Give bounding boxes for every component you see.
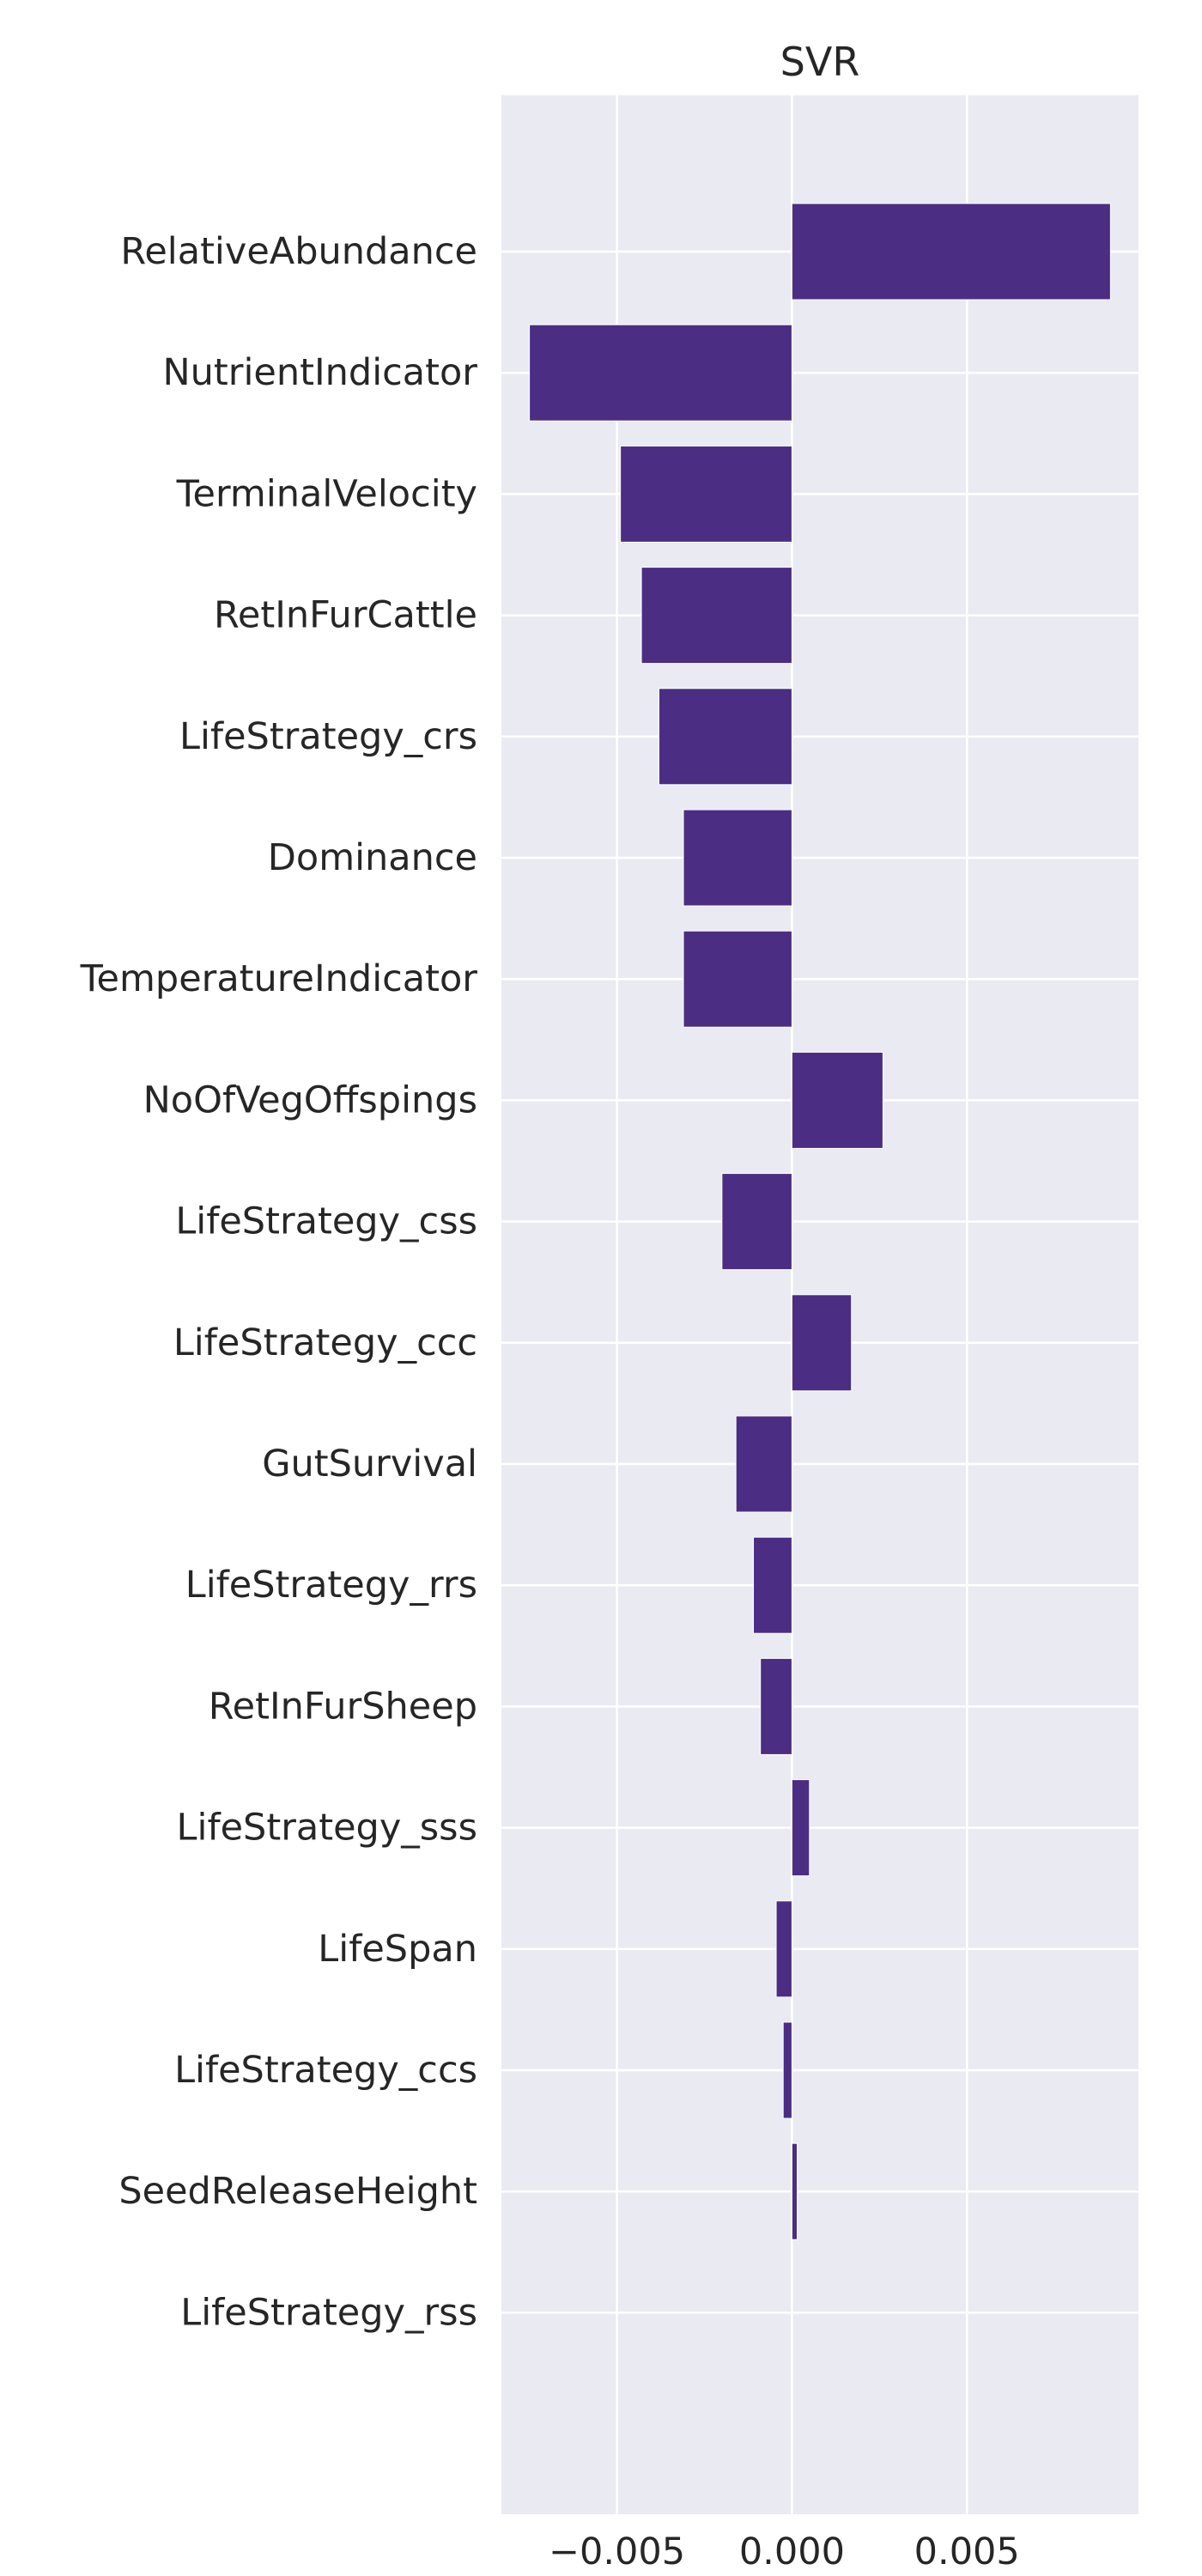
- bar: [658, 688, 792, 786]
- y-tick-label: RetInFurSheep: [209, 1685, 477, 1728]
- bar: [782, 2021, 792, 2119]
- bar: [753, 1536, 792, 1634]
- y-tick-label: NoOfVegOffspings: [143, 1078, 477, 1121]
- bar: [791, 1294, 853, 1392]
- y-tick-label: LifeStrategy_rrs: [185, 1564, 477, 1607]
- y-tick-label: LifeStrategy_rss: [180, 2291, 477, 2334]
- bar: [775, 1900, 792, 1998]
- y-tick-label: LifeStrategy_ccs: [174, 2049, 477, 2092]
- x-tick-label: 0.005: [914, 2530, 1020, 2573]
- y-tick-label: RelativeAbundance: [120, 230, 477, 273]
- bar: [735, 1415, 792, 1513]
- y-tick-label: Dominance: [268, 836, 477, 879]
- chart-title: SVR: [780, 39, 860, 85]
- bar: [529, 324, 792, 422]
- y-tick-label: LifeStrategy_css: [175, 1200, 477, 1243]
- bar: [640, 567, 792, 665]
- y-tick-label: LifeStrategy_ccc: [173, 1321, 477, 1364]
- bar: [791, 2142, 798, 2240]
- x-tick-label: 0.000: [739, 2530, 845, 2573]
- y-tick-label: TemperatureIndicator: [80, 957, 478, 1000]
- bar: [791, 1051, 883, 1149]
- y-tick-label: RetInFurCattle: [214, 594, 477, 637]
- y-tick-label: NutrientIndicator: [163, 351, 478, 394]
- y-tick-label: LifeStrategy_crs: [179, 715, 477, 758]
- bar: [791, 203, 1111, 301]
- y-tick-label: TerminalVelocity: [176, 472, 477, 515]
- bar: [791, 1779, 810, 1877]
- y-tick-label: GutSurvival: [262, 1443, 477, 1485]
- y-tick-label: SeedReleaseHeight: [118, 2170, 477, 2213]
- bar: [683, 930, 792, 1028]
- bar: [683, 809, 792, 907]
- bar: [620, 445, 792, 543]
- x-tick-label: −0.005: [549, 2530, 685, 2573]
- y-tick-label: LifeSpan: [318, 1928, 477, 1971]
- y-tick-label: LifeStrategy_sss: [177, 1807, 477, 1850]
- bar: [721, 1173, 792, 1271]
- bar: [760, 1657, 792, 1755]
